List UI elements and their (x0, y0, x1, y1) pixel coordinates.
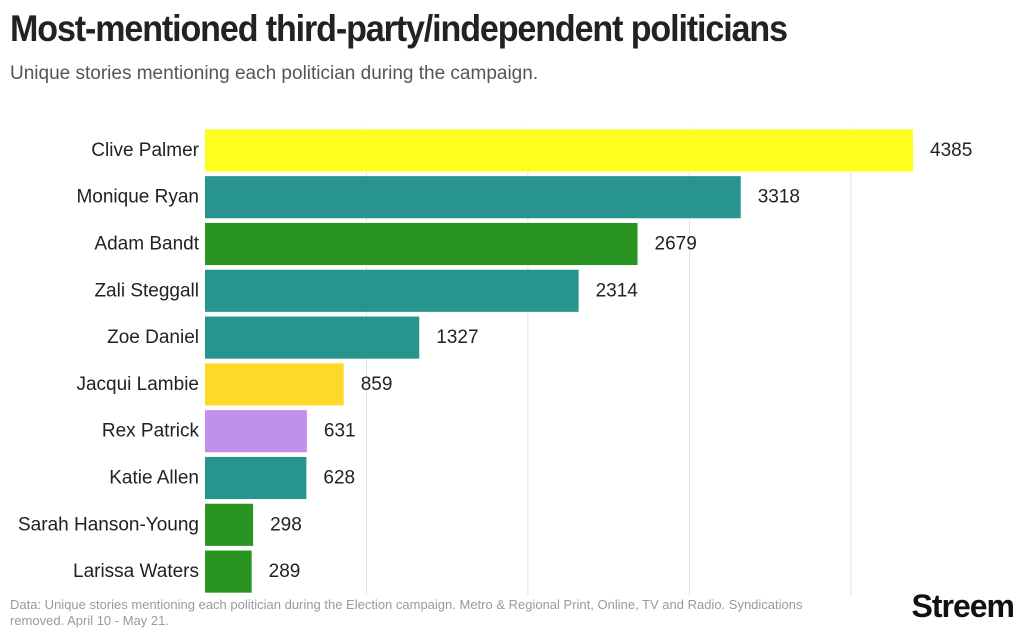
streem-logo: Streem (911, 588, 1015, 624)
bar (205, 503, 254, 546)
value-label: 2314 (596, 280, 639, 301)
value-label: 2679 (655, 234, 697, 255)
category-label: Zali Steggall (94, 280, 199, 301)
bar (205, 176, 741, 219)
value-label: 3318 (758, 187, 800, 208)
bar (205, 316, 420, 359)
value-label: 289 (269, 561, 301, 582)
bar (205, 456, 307, 500)
value-label: 298 (270, 514, 302, 535)
bar (205, 129, 913, 172)
value-label: 631 (324, 421, 356, 442)
category-label: Zoe Daniel (107, 327, 199, 348)
category-label: Adam Bandt (94, 234, 199, 255)
chart-title: Most-mentioned third-party/independent p… (10, 8, 788, 49)
chart-subtitle: Unique stories mentioning each politicia… (10, 63, 539, 84)
category-label: Monique Ryan (76, 187, 199, 208)
data-source-note: Data: Unique stories mentioning each pol… (10, 597, 803, 628)
bar (205, 363, 344, 406)
bar (205, 222, 638, 266)
category-label: Katie Allen (109, 468, 199, 489)
category-label: Jacqui Lambie (76, 374, 199, 395)
bar (205, 550, 252, 593)
bar (205, 410, 307, 453)
category-label: Rex Patrick (102, 421, 200, 442)
value-label: 859 (361, 374, 393, 395)
category-label: Larissa Waters (73, 561, 199, 582)
category-label: Sarah Hanson-Young (18, 514, 199, 535)
value-label: 4385 (930, 140, 972, 161)
category-label: Clive Palmer (91, 140, 199, 161)
bar (205, 269, 579, 312)
value-label: 628 (323, 468, 355, 489)
value-label: 1327 (436, 327, 478, 348)
